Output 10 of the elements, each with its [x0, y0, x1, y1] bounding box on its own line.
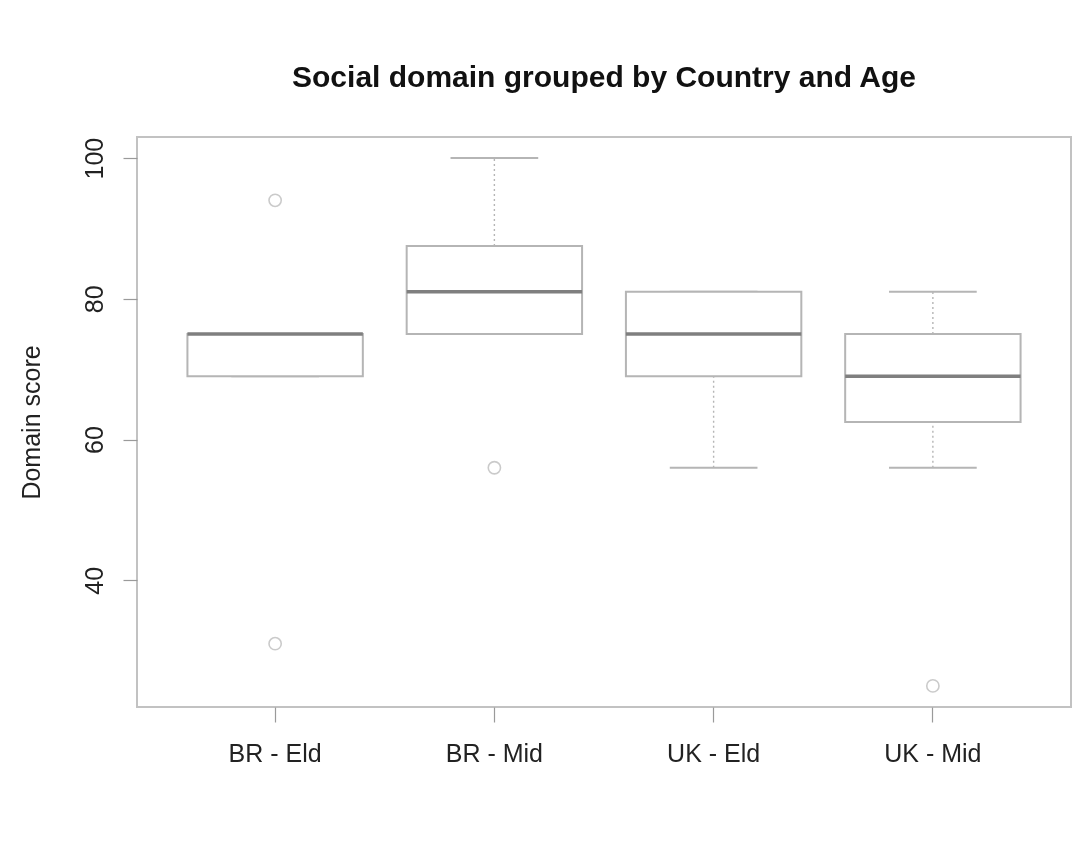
y-tick-label: 60	[79, 426, 108, 454]
x-tick-label: UK - Eld	[667, 738, 761, 767]
x-tick-label: BR - Eld	[228, 738, 322, 767]
y-tick-label: 100	[79, 137, 108, 180]
y-tick-label: 80	[79, 285, 108, 314]
x-tick-label: BR - Mid	[445, 738, 543, 767]
y-tick-label: 40	[79, 566, 108, 595]
chart-title: Social domain grouped by Country and Age	[292, 60, 916, 93]
x-tick-label: UK - Mid	[884, 738, 982, 767]
y-axis-title: Domain score	[16, 345, 45, 500]
